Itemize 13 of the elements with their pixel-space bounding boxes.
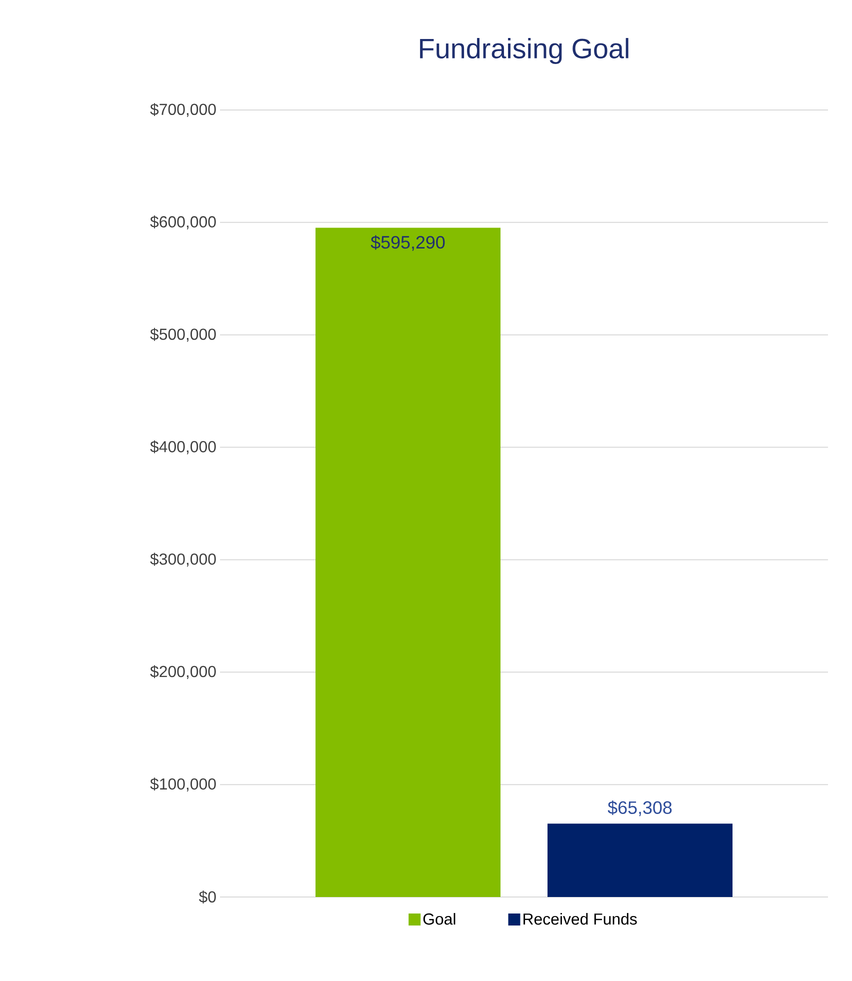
legend-label: Received Funds xyxy=(524,912,637,925)
y-tick-label: $700,000 xyxy=(150,103,216,117)
data-label: $595,290 xyxy=(370,235,445,251)
chart-title: Fundraising Goal xyxy=(420,38,628,64)
y-tick-label: $100,000 xyxy=(150,778,216,792)
legend-label: Goal xyxy=(423,912,456,925)
y-tick-label: $400,000 xyxy=(150,440,216,454)
y-tick-label: $300,000 xyxy=(150,552,216,567)
y-tick-label: $500,000 xyxy=(150,328,216,342)
data-label: $65,308 xyxy=(608,800,672,816)
y-tick-label: $600,000 xyxy=(150,216,216,230)
y-tick-label: $0 xyxy=(198,890,216,904)
y-tick-label: $200,000 xyxy=(150,665,216,680)
